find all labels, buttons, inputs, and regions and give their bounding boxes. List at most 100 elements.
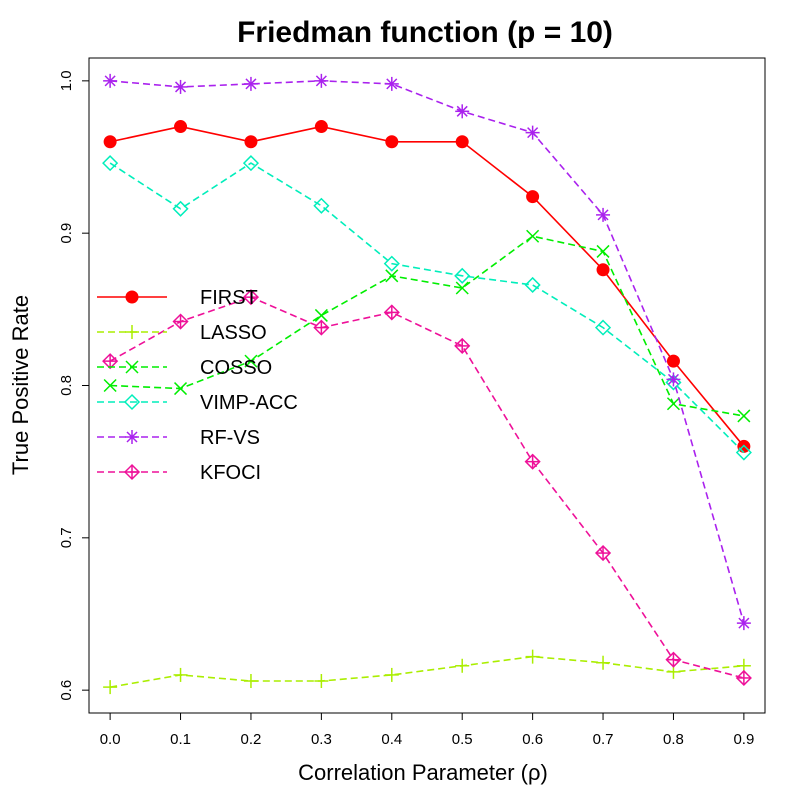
series-cosso [103,229,751,423]
data-point [455,135,469,149]
x-axis-label: Correlation Parameter (ρ) [298,760,548,785]
series-lasso [103,649,751,695]
data-point [102,353,119,370]
legend-marker [123,463,141,481]
legend-label: RF-VS [200,427,260,449]
data-point [242,289,260,306]
data-point [666,397,680,411]
data-point [525,649,540,664]
data-point [243,674,258,689]
data-point [244,354,258,368]
data-point [737,409,751,423]
legend-label: COSSO [200,357,272,379]
data-point [524,276,541,294]
x-tick-label: 0.5 [452,731,473,748]
series-line [109,296,745,679]
data-point [383,255,400,272]
y-tick-label: 0.7 [58,527,75,548]
data-point [524,453,541,470]
data-point [103,135,117,149]
legend-label: LASSO [200,322,267,344]
data-point [526,190,540,204]
data-point [455,658,470,673]
legend-label: VIMP-ACC [200,392,298,414]
series-line [109,162,745,454]
legend-marker [125,290,139,304]
legend-marker [125,360,139,374]
data-point [666,354,680,368]
x-tick-label: 0.9 [733,731,754,748]
series-line [110,80,745,624]
data-point [596,655,611,670]
data-point [103,73,118,88]
data-point [103,378,117,393]
data-point [455,104,470,119]
x-tick-label: 0.0 [100,731,121,748]
data-point [596,207,611,222]
x-tick-label: 0.1 [170,731,191,748]
data-point [455,281,469,295]
series-rf-vs [103,73,751,631]
series-vimp-acc [102,155,752,461]
x-tick-label: 0.7 [593,731,614,748]
series-first [103,120,751,453]
data-point [525,125,540,140]
series-line [109,655,744,688]
series-line [109,125,745,447]
data-point [526,229,540,243]
data-point [594,544,612,562]
data-point [735,669,752,687]
legend-label: KFOCI [200,462,261,484]
data-point [666,372,681,387]
x-tick-label: 0.2 [241,731,262,748]
x-axis: 0.0 0.1 0.2 0.3 0.4 0.5 0.6 0.7 0.8 0.9 [100,712,754,748]
data-point [385,135,399,149]
data-point [243,76,258,91]
chart-title: Friedman function (p = 10) [237,16,613,49]
data-point [313,319,330,336]
legend-item: FIRST [97,287,258,309]
legend-item: RF-VS [97,427,260,449]
data-point [173,667,188,682]
data-point [103,680,118,695]
data-point [174,382,188,396]
data-point [384,667,399,682]
data-point [736,616,751,631]
data-point [313,197,330,214]
legend-item: COSSO [97,357,272,379]
legend-marker [125,325,139,339]
data-point [173,79,188,94]
series-layer [102,73,752,695]
legend-marker [125,430,139,444]
data-point [594,319,612,336]
x-tick-label: 0.4 [381,731,402,748]
y-tick-label: 1.0 [58,70,75,91]
data-point [244,135,258,149]
legend-item: KFOCI [97,462,261,484]
data-point [596,263,610,277]
legend-item: VIMP-ACC [97,392,298,414]
data-point [596,244,610,258]
series-kfoci [102,289,752,687]
data-point [383,304,400,321]
data-point [172,200,189,217]
y-axis: 0.6 0.7 0.8 0.9 1.0 [58,70,90,701]
legend-label: FIRST [200,287,258,309]
data-point [172,313,189,330]
x-tick-label: 0.8 [663,731,684,748]
data-point [314,73,329,88]
y-tick-label: 0.9 [58,223,75,244]
data-point [314,308,328,322]
data-point [454,337,471,354]
data-point [242,155,260,172]
data-point [384,76,399,91]
y-tick-label: 0.6 [58,680,75,701]
series-line [110,235,745,417]
legend-item: LASSO [97,322,267,344]
data-point [454,267,471,284]
data-point [174,120,188,134]
x-tick-label: 0.6 [522,731,543,748]
data-point [735,444,752,461]
data-point [314,674,329,689]
